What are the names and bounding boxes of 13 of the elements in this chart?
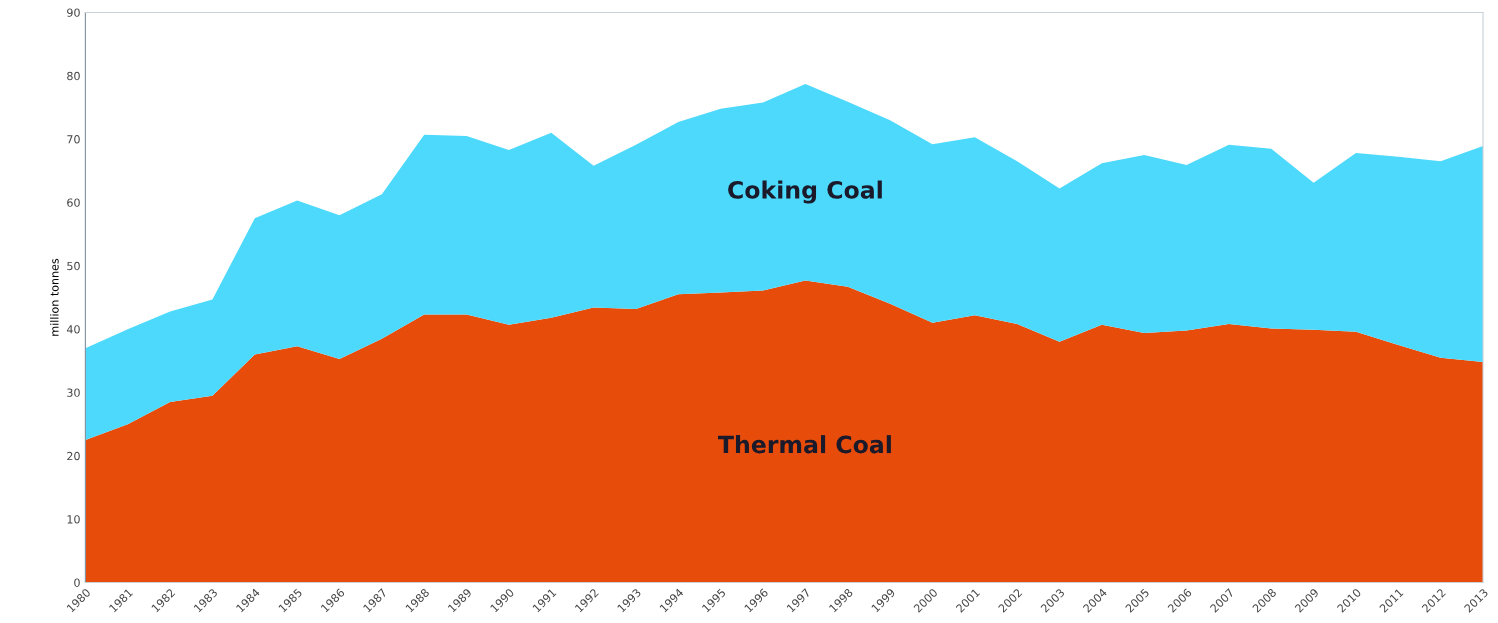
y-tick-label: 60 xyxy=(67,198,80,207)
y-tick-label: 80 xyxy=(67,71,80,81)
y-tick-label: 50 xyxy=(67,261,80,271)
y-tick-label: 70 xyxy=(67,135,80,144)
y-tick-label: 20 xyxy=(67,451,80,461)
y-tick-label: 10 xyxy=(67,515,80,524)
y-axis-title: million tonnes xyxy=(50,258,59,336)
y-tick-label: 30 xyxy=(67,388,80,397)
series-label: Coking Coal xyxy=(728,180,882,204)
y-tick-label: 40 xyxy=(66,325,80,334)
series-label: Thermal Coal xyxy=(717,435,891,454)
y-tick-label: 0 xyxy=(74,578,80,587)
y-tick-label: 90 xyxy=(67,8,80,17)
